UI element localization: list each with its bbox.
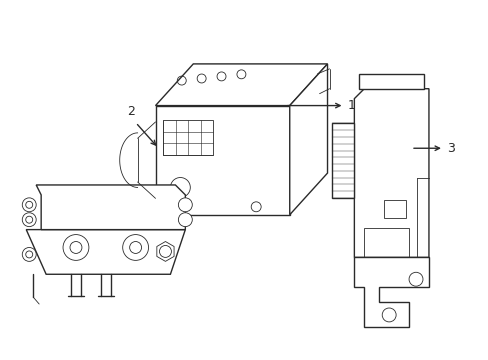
Polygon shape xyxy=(354,89,428,257)
Polygon shape xyxy=(26,230,185,274)
Circle shape xyxy=(63,235,89,260)
Polygon shape xyxy=(354,257,428,327)
Text: 1: 1 xyxy=(346,99,355,112)
Polygon shape xyxy=(332,123,354,198)
Text: 2: 2 xyxy=(126,105,134,118)
Bar xyxy=(384,200,405,218)
Polygon shape xyxy=(36,185,185,230)
Polygon shape xyxy=(155,105,289,215)
Circle shape xyxy=(122,235,148,260)
Circle shape xyxy=(178,198,192,212)
Polygon shape xyxy=(289,64,327,215)
Circle shape xyxy=(22,247,36,261)
Polygon shape xyxy=(155,64,327,105)
Circle shape xyxy=(178,213,192,227)
Circle shape xyxy=(22,198,36,212)
Polygon shape xyxy=(359,74,423,89)
Text: 3: 3 xyxy=(446,142,454,155)
Circle shape xyxy=(22,213,36,227)
Bar xyxy=(364,228,408,257)
